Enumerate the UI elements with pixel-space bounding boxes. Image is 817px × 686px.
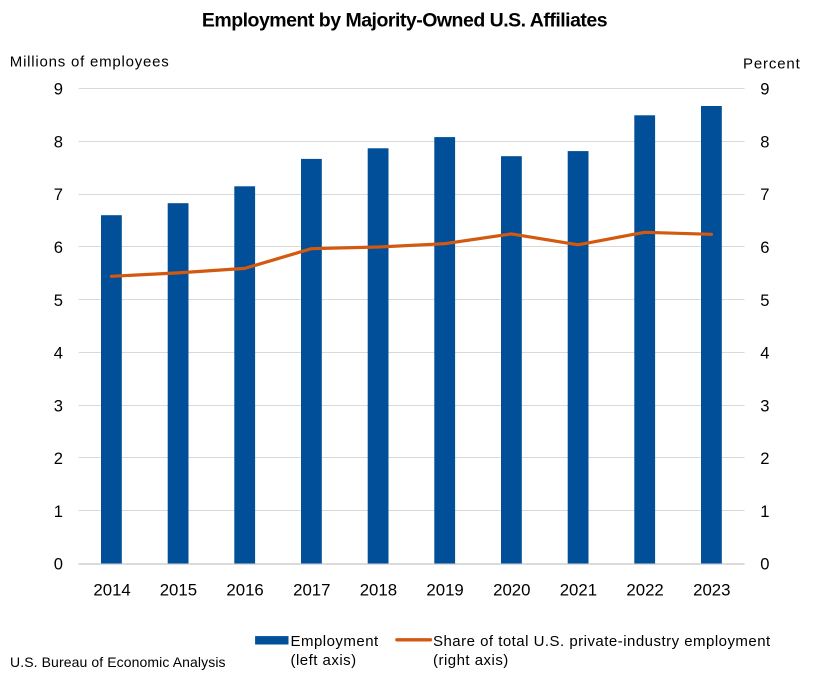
svg-text:3: 3: [54, 396, 63, 415]
svg-text:2014: 2014: [93, 580, 130, 599]
svg-text:2: 2: [760, 449, 769, 468]
svg-text:Share of total U.S. private-in: Share of total U.S. private-industry emp…: [433, 633, 771, 650]
svg-text:2015: 2015: [160, 580, 197, 599]
svg-text:9: 9: [54, 80, 63, 99]
svg-text:9: 9: [760, 80, 769, 99]
svg-text:4: 4: [760, 344, 769, 363]
svg-text:Employment by Majority-Owned U: Employment by Majority-Owned U.S. Affili…: [202, 10, 608, 32]
svg-text:3: 3: [760, 396, 769, 415]
svg-text:0: 0: [54, 555, 63, 574]
svg-text:2021: 2021: [560, 580, 597, 599]
svg-text:5: 5: [760, 291, 769, 310]
svg-text:8: 8: [760, 132, 769, 151]
svg-text:2: 2: [54, 449, 63, 468]
svg-text:2017: 2017: [293, 580, 330, 599]
svg-text:2020: 2020: [493, 580, 530, 599]
svg-text:(right axis): (right axis): [433, 652, 509, 669]
svg-text:2022: 2022: [626, 580, 663, 599]
svg-text:2023: 2023: [693, 580, 730, 599]
svg-text:5: 5: [54, 291, 63, 310]
svg-text:2018: 2018: [360, 580, 397, 599]
svg-text:2016: 2016: [226, 580, 263, 599]
svg-text:(left axis): (left axis): [291, 652, 357, 669]
svg-text:1: 1: [760, 502, 769, 521]
svg-text:7: 7: [54, 185, 63, 204]
svg-text:2019: 2019: [426, 580, 463, 599]
svg-text:7: 7: [760, 185, 769, 204]
svg-text:Employment: Employment: [291, 633, 380, 650]
svg-text:8: 8: [54, 132, 63, 151]
svg-text:Percent: Percent: [743, 55, 801, 72]
svg-text:4: 4: [54, 344, 63, 363]
svg-text:1: 1: [54, 502, 63, 521]
svg-text:Millions of employees: Millions of employees: [10, 54, 170, 71]
svg-text:U.S. Bureau of Economic Analys: U.S. Bureau of Economic Analysis: [10, 654, 226, 670]
svg-text:6: 6: [54, 238, 63, 257]
svg-text:0: 0: [760, 555, 769, 574]
svg-text:6: 6: [760, 238, 769, 257]
